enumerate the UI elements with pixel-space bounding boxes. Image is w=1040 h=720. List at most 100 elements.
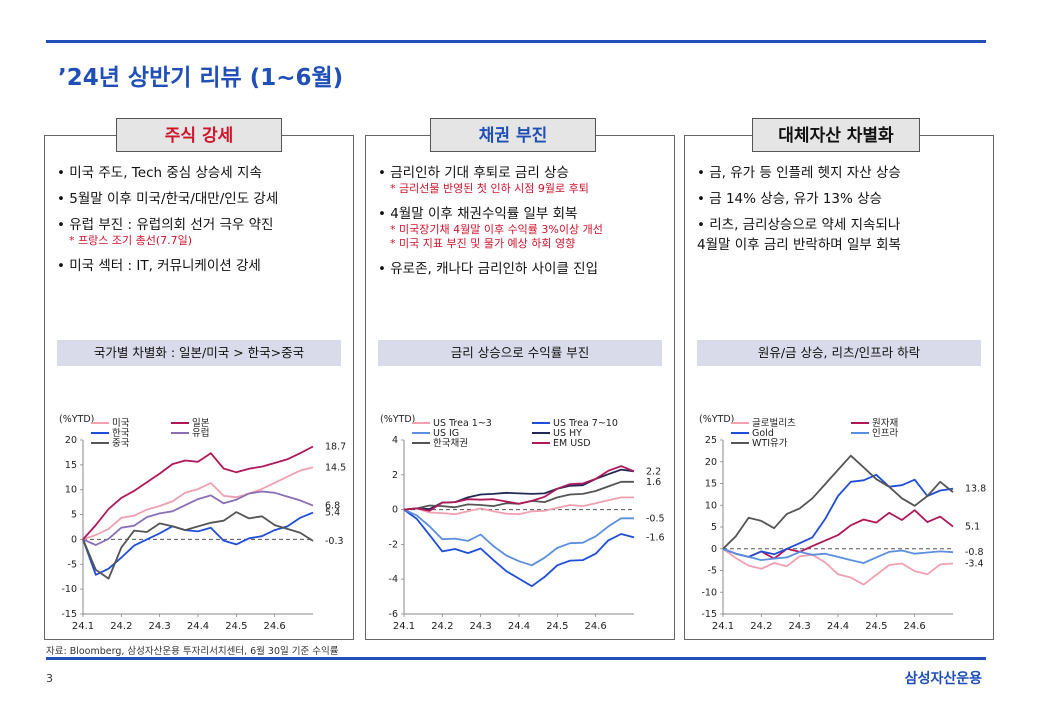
series-line: [82, 466, 314, 541]
series-line: [82, 445, 314, 541]
legend-label: 원자재: [872, 418, 898, 429]
chart-banner: 원유/금 상승, 리츠/인프라 하락: [697, 340, 981, 366]
bullet-text: • 미국 주도, Tech 중심 상승세 지속: [57, 165, 262, 181]
series-line: [82, 511, 314, 580]
y-tick-label: 25: [705, 435, 717, 446]
end-value-label: -0.8: [965, 547, 984, 558]
y-tick-label: -10: [61, 584, 77, 595]
series-line: [403, 508, 634, 567]
legend-label: 한국채권: [433, 437, 468, 449]
x-tick-label: 24.3: [470, 621, 492, 632]
x-tick-label: 24.3: [789, 621, 811, 632]
legend-label: WTI유가: [752, 438, 788, 449]
y-tick-label: 15: [65, 460, 77, 471]
x-tick-label: 24.2: [750, 621, 772, 632]
page-number: 3: [46, 672, 53, 685]
end-value-label: -3.4: [965, 559, 984, 570]
x-tick-label: 24.1: [712, 621, 734, 632]
bullet-text: • 금 14% 상승, 유가 13% 상승: [697, 191, 882, 207]
x-tick-label: 24.4: [827, 621, 849, 632]
y-axis-label: (%YTD): [699, 414, 734, 425]
bullet-text: 4월말 이후 금리 반락하며 일부 회복: [697, 237, 901, 253]
bullet-text: • 리츠, 금리상승으로 약세 지속되나: [697, 217, 901, 233]
bottom-rule: [46, 657, 986, 660]
chart-bond-returns: (%YTD) US Trea 1~3 US Trea 7~10 US IG US HY 한…: [380, 414, 665, 632]
x-tick-label: 24.3: [149, 621, 171, 632]
legend-label: US Trea 7~10: [553, 418, 618, 429]
series-line: [722, 454, 954, 550]
series-line: [82, 511, 314, 576]
end-value-label: -0.5: [646, 513, 665, 524]
panel-bullets: • 금리인하 기대 후퇴로 금리 상승 * 금리선물 반영된 첫 인하 시점 9월…: [378, 164, 668, 278]
bullet-text: • 유로존, 캐나다 금리인하 사이클 진입: [378, 260, 599, 277]
legend-label: 중국: [112, 438, 130, 449]
legend-label: Gold: [752, 428, 774, 439]
x-tick-label: 24.4: [508, 621, 530, 632]
series-line: [403, 496, 634, 516]
y-tick-label: 0: [392, 505, 398, 516]
bullet-text: • 금, 유가 등 인플레 헷지 자산 상승: [697, 165, 901, 181]
end-value-label: 13.8: [965, 484, 986, 495]
legend-label: US IG: [433, 428, 459, 439]
legend-label: EM USD: [553, 438, 591, 449]
y-tick-label: -4: [389, 574, 398, 585]
series-line: [722, 473, 954, 558]
series-line: [722, 509, 954, 560]
bullet-text: • 유럽 부진 : 유럽의회 선거 극우 약진: [57, 217, 274, 233]
bullet-note: * 미국 지표 부진 및 물가 예상 하회 영향: [390, 237, 576, 250]
y-tick-label: 10: [705, 500, 717, 511]
y-axis-label: (%YTD): [380, 414, 415, 425]
bullet-text: • 금리인하 기대 후퇴로 금리 상승: [378, 165, 569, 181]
y-tick-label: 5: [71, 510, 77, 521]
x-tick-label: 24.6: [904, 621, 926, 632]
panel-title-equity: 주식 강세: [116, 118, 282, 152]
panel-title-bonds: 채권 부진: [430, 118, 596, 152]
end-value-label: 1.6: [646, 477, 661, 488]
y-tick-label: -5: [708, 566, 717, 577]
legend-label: US HY: [553, 428, 582, 439]
legend-label: 글로벌리츠: [752, 418, 796, 429]
y-tick-label: 5: [711, 522, 717, 533]
top-rule: [46, 40, 986, 43]
end-value-label: 18.7: [325, 441, 346, 452]
end-value-label: -1.6: [646, 532, 665, 543]
brand-logo: 삼성자산운용: [904, 671, 982, 687]
x-tick-label: 24.5: [225, 621, 247, 632]
page-title: ’24년 상반기 리뷰 (1~6월): [58, 65, 344, 91]
y-tick-label: 20: [65, 435, 77, 446]
x-tick-label: 24.4: [187, 621, 209, 632]
y-tick-label: -6: [389, 609, 398, 620]
chart-banner: 국가별 차별화 : 일본/미국 > 한국>중국: [57, 340, 341, 366]
legend-label: 한국: [112, 428, 130, 439]
y-tick-label: -15: [61, 609, 77, 620]
series-line: [403, 465, 635, 512]
chart-banner: 금리 상승으로 수익률 부진: [378, 340, 662, 366]
series-line: [403, 508, 635, 588]
y-tick-label: 2: [392, 470, 398, 481]
bullet-text: • 4월말 이후 채권수익률 일부 회복: [378, 205, 578, 222]
series-line: [82, 490, 314, 546]
end-value-label: 2.2: [646, 466, 661, 477]
legend-label: 인프라: [872, 428, 898, 439]
end-value-label: 5.4: [325, 508, 340, 519]
x-tick-label: 24.2: [431, 621, 453, 632]
panel-alternatives: • 금, 유가 등 인플레 헷지 자산 상승 • 금 14% 상승, 유가 13%…: [684, 135, 994, 640]
y-tick-label: -5: [68, 559, 77, 570]
panel-bonds: • 금리인하 기대 후퇴로 금리 상승 * 금리선물 반영된 첫 인하 시점 9월…: [365, 135, 675, 640]
x-tick-label: 24.6: [264, 621, 286, 632]
legend-label: 유럽: [192, 428, 209, 439]
bullet-note: * 프랑스 조기 총선(7.7일): [69, 234, 193, 247]
x-tick-label: 24.5: [546, 621, 568, 632]
series-line: [722, 547, 954, 564]
y-tick-label: 20: [705, 457, 717, 468]
bullet-text: • 5월말 이후 미국/한국/대만/인도 강세: [57, 191, 279, 207]
legend-label: 미국: [112, 418, 130, 429]
y-axis-label: (%YTD): [59, 414, 94, 425]
bullet-note: * 미국장기채 4월말 이후 수익률 3%이상 개선: [390, 222, 603, 236]
y-tick-label: -15: [701, 609, 717, 620]
x-tick-label: 24.2: [110, 621, 132, 632]
x-tick-label: 24.1: [393, 621, 415, 632]
bullet-text: • 미국 섹터 : IT, 커뮤니케이션 강세: [57, 257, 261, 274]
y-tick-label: 4: [392, 435, 398, 446]
